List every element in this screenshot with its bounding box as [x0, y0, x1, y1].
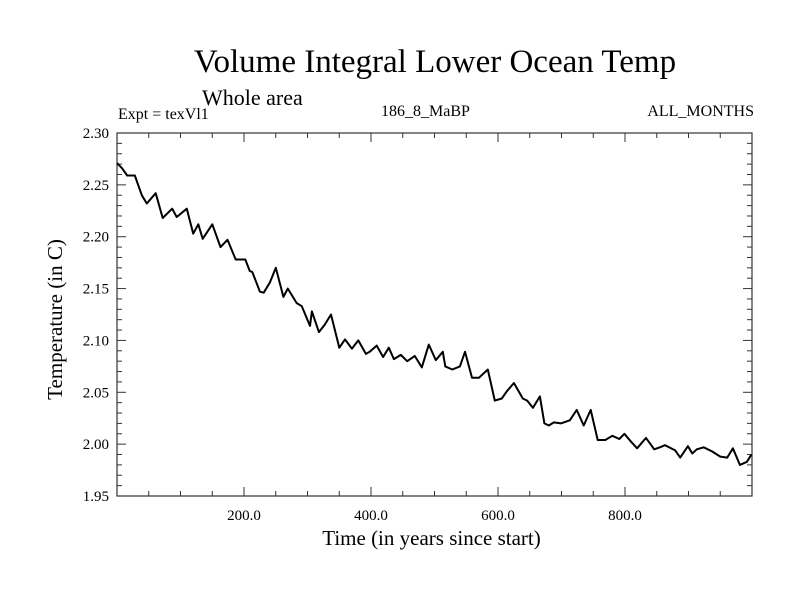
y-tick-label: 1.95 [83, 489, 109, 505]
x-axis-label: Time (in years since start) [322, 526, 541, 550]
y-tick-label: 2.30 [83, 126, 109, 142]
x-tick-label: 600.0 [481, 508, 515, 524]
plot-frame [116, 132, 753, 497]
months-label: ALL_MONTHS [647, 103, 754, 120]
chart-subtitle: Whole area [202, 85, 303, 110]
series-group [116, 162, 753, 466]
chart-title: Volume Integral Lower Ocean Temp [193, 44, 677, 80]
x-tick-label: 800.0 [608, 508, 642, 524]
x-tick-label: 400.0 [354, 508, 388, 524]
axes [116, 132, 753, 497]
y-axis-label: Temperature (in C) [43, 239, 67, 400]
run-label: 186_8_MaBP [381, 103, 470, 120]
series-line [116, 162, 753, 466]
y-tick-label: 2.10 [83, 333, 109, 349]
y-tick-label: 2.00 [83, 437, 109, 453]
ticks [117, 133, 752, 496]
y-tick-label: 2.20 [83, 230, 109, 246]
y-tick-label: 2.15 [83, 282, 109, 298]
y-tick-label: 2.25 [83, 178, 109, 194]
x-tick-label: 200.0 [227, 508, 261, 524]
tick-labels: 200.0 400.0 600.0 800.0 1.95 2.00 2.05 2.10 2.15… [83, 126, 642, 524]
y-tick-label: 2.05 [83, 385, 109, 401]
experiment-label: Expt = texVl1 [118, 106, 209, 123]
